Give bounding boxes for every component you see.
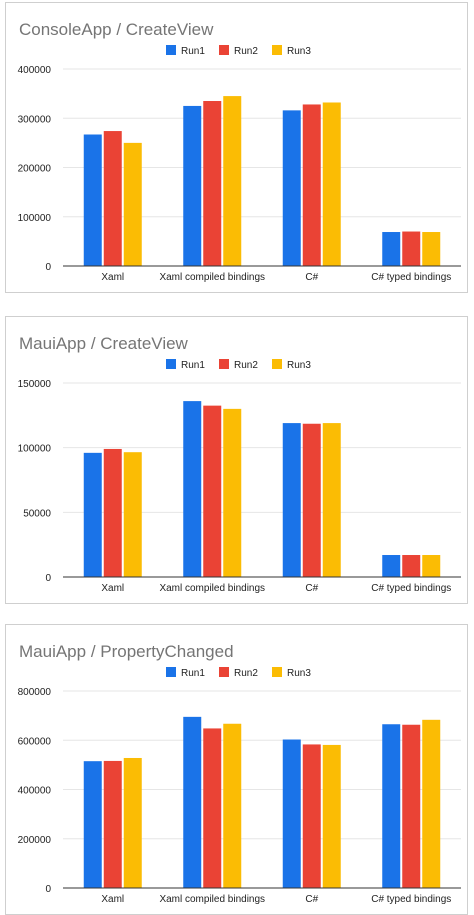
bar-run2-1 xyxy=(103,131,122,266)
chart-panel-3: MauiApp / PropertyChanged Run1 Run2 Run3 0 20… xyxy=(5,624,468,915)
y-tick-label: 600000 xyxy=(18,736,52,747)
y-tick-label: 50000 xyxy=(23,508,51,519)
legend-label-run2: Run2 xyxy=(234,46,258,57)
bar-run2-4 xyxy=(402,555,421,577)
x-tick-label: C# typed bindings xyxy=(371,894,451,905)
legend-swatch-run2 xyxy=(219,359,229,369)
x-tick-label: Xaml compiled bindings xyxy=(159,272,265,283)
bar-run3-3 xyxy=(322,102,341,267)
bar-run2-4 xyxy=(402,231,421,266)
bar-run3-1 xyxy=(123,452,142,577)
x-tick-label: Xaml xyxy=(101,894,124,905)
bar-run2-2 xyxy=(203,101,222,266)
bar-run2-3 xyxy=(302,104,321,267)
x-tick-label: Xaml xyxy=(101,583,124,594)
bar-run1-4 xyxy=(382,555,401,577)
legend-swatch-run2 xyxy=(219,45,229,55)
chart-svg: ConsoleApp / CreateView Run1 Run2 Run3 0 1000… xyxy=(18,20,461,283)
legend-swatch-run1 xyxy=(166,667,176,677)
chart-panel-2: MauiApp / CreateView Run1 Run2 Run3 0 50000 10… xyxy=(5,316,468,604)
bar-run3-3 xyxy=(322,744,341,888)
chart-title: ConsoleApp / CreateView xyxy=(19,20,214,39)
bar-run1-3 xyxy=(282,110,301,267)
x-tick-label: C# typed bindings xyxy=(371,583,451,594)
bar-run3-3 xyxy=(322,423,341,577)
y-tick-label: 0 xyxy=(45,884,51,895)
bar-run1-4 xyxy=(382,232,401,266)
y-tick-label: 150000 xyxy=(18,379,52,390)
bar-run2-3 xyxy=(302,744,321,888)
legend-label-run2: Run2 xyxy=(234,668,258,679)
x-tick-label: C# xyxy=(305,894,318,905)
y-tick-label: 400000 xyxy=(18,65,52,76)
bar-run3-2 xyxy=(223,408,242,577)
bar-run3-1 xyxy=(123,142,142,266)
bar-run2-3 xyxy=(302,423,321,577)
bar-run3-2 xyxy=(223,723,242,888)
y-tick-label: 0 xyxy=(45,262,51,273)
legend-label-run1: Run1 xyxy=(181,668,205,679)
legend-swatch-run3 xyxy=(272,667,282,677)
bar-run1-3 xyxy=(282,739,301,888)
legend-label-run3: Run3 xyxy=(287,360,311,371)
y-tick-label: 100000 xyxy=(18,213,52,224)
chart-svg: MauiApp / CreateView Run1 Run2 Run3 0 50000 10… xyxy=(18,334,461,594)
x-tick-label: C# xyxy=(305,583,318,594)
bar-run3-2 xyxy=(223,96,242,267)
bar-run1-3 xyxy=(282,423,301,577)
chart-title: MauiApp / PropertyChanged xyxy=(19,642,234,661)
legend-label-run2: Run2 xyxy=(234,360,258,371)
bar-run1-2 xyxy=(183,716,202,888)
legend-swatch-run2 xyxy=(219,667,229,677)
chart-title: MauiApp / CreateView xyxy=(19,334,189,353)
y-tick-label: 0 xyxy=(45,573,51,584)
bar-run3-4 xyxy=(422,719,441,888)
y-tick-label: 100000 xyxy=(18,444,52,455)
legend-swatch-run3 xyxy=(272,45,282,55)
x-tick-label: Xaml xyxy=(101,272,124,283)
bar-run1-2 xyxy=(183,401,202,577)
bar-run1-1 xyxy=(83,134,102,266)
bar-run1-2 xyxy=(183,105,202,266)
bar-run1-1 xyxy=(83,452,102,577)
y-tick-label: 300000 xyxy=(18,114,52,125)
bar-run2-4 xyxy=(402,724,421,888)
bar-run3-1 xyxy=(123,757,142,888)
x-tick-label: Xaml compiled bindings xyxy=(159,583,265,594)
x-tick-label: C# xyxy=(305,272,318,283)
bar-run2-2 xyxy=(203,405,222,577)
bar-run3-4 xyxy=(422,555,441,577)
y-tick-label: 800000 xyxy=(18,687,52,698)
bar-run2-2 xyxy=(203,728,222,888)
x-tick-label: C# typed bindings xyxy=(371,272,451,283)
y-tick-label: 200000 xyxy=(18,835,52,846)
bar-run1-4 xyxy=(382,724,401,888)
y-tick-label: 400000 xyxy=(18,786,52,797)
bar-run2-1 xyxy=(103,448,122,577)
legend-label-run1: Run1 xyxy=(181,360,205,371)
legend-swatch-run1 xyxy=(166,45,176,55)
legend-swatch-run3 xyxy=(272,359,282,369)
bar-run3-4 xyxy=(422,232,441,266)
chart-panel-1: ConsoleApp / CreateView Run1 Run2 Run3 0 1000… xyxy=(5,2,468,293)
bar-run1-1 xyxy=(83,761,102,888)
chart-svg: MauiApp / PropertyChanged Run1 Run2 Run3 0 20… xyxy=(18,642,461,905)
y-tick-label: 200000 xyxy=(18,164,52,175)
bar-run2-1 xyxy=(103,760,122,888)
legend-label-run1: Run1 xyxy=(181,46,205,57)
legend-swatch-run1 xyxy=(166,359,176,369)
x-tick-label: Xaml compiled bindings xyxy=(159,894,265,905)
legend-label-run3: Run3 xyxy=(287,668,311,679)
legend-label-run3: Run3 xyxy=(287,46,311,57)
